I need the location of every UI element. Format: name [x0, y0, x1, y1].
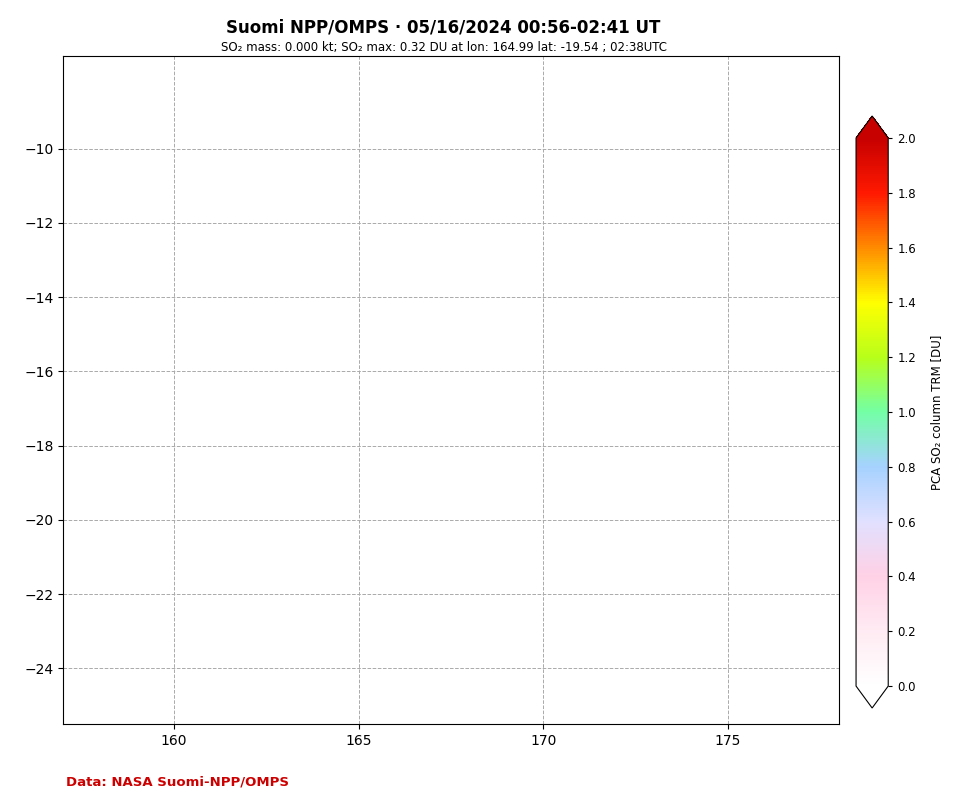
- PathPatch shape: [856, 686, 888, 708]
- Y-axis label: PCA SO₂ column TRM [DU]: PCA SO₂ column TRM [DU]: [930, 334, 943, 490]
- Text: Data: NASA Suomi-NPP/OMPS: Data: NASA Suomi-NPP/OMPS: [66, 776, 290, 789]
- PathPatch shape: [856, 116, 888, 138]
- Text: Suomi NPP/OMPS · 05/16/2024 00:56-02:41 UT: Suomi NPP/OMPS · 05/16/2024 00:56-02:41 …: [226, 19, 661, 37]
- Text: SO₂ mass: 0.000 kt; SO₂ max: 0.32 DU at lon: 164.99 lat: -19.54 ; 02:38UTC: SO₂ mass: 0.000 kt; SO₂ max: 0.32 DU at …: [220, 42, 667, 54]
